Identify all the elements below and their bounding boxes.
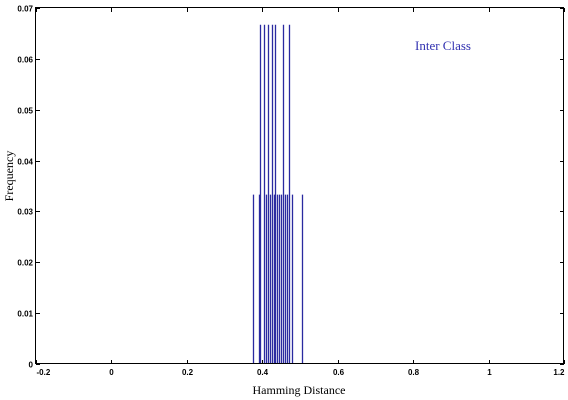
x-tick-label: 1.2 xyxy=(553,368,565,377)
tick-labels-layer: -0.2 0 0.2 0.4 0.6 0.8 1 1.200.010.020.030.040.… xyxy=(17,5,565,378)
y-axis-title: Frequency xyxy=(2,151,16,202)
legend-label: Inter Class xyxy=(415,38,471,53)
y-tick-label: 0.07 xyxy=(17,5,33,14)
x-tick-label: -0.2 xyxy=(37,368,51,377)
ticks-layer xyxy=(36,8,565,365)
x-tick-label: 0 xyxy=(109,368,114,377)
y-tick-label: 0.04 xyxy=(17,158,33,167)
x-tick-label: 0.2 xyxy=(182,368,194,377)
x-tick-label: 1 xyxy=(487,368,492,377)
y-tick-label: 0.03 xyxy=(17,208,33,217)
y-tick-label: 0.02 xyxy=(17,259,33,268)
y-tick-label: 0.01 xyxy=(17,310,33,319)
y-tick-label: 0 xyxy=(29,361,34,370)
plot-frame xyxy=(35,7,564,364)
bars-layer xyxy=(252,24,304,364)
x-tick-label: 0.6 xyxy=(333,368,345,377)
x-axis-title: Hamming Distance xyxy=(253,383,346,397)
y-tick-label: 0.06 xyxy=(17,56,33,65)
y-tick-label: 0.05 xyxy=(17,107,33,116)
x-tick-label: 0.8 xyxy=(408,368,420,377)
x-tick-label: 0.4 xyxy=(257,368,269,377)
